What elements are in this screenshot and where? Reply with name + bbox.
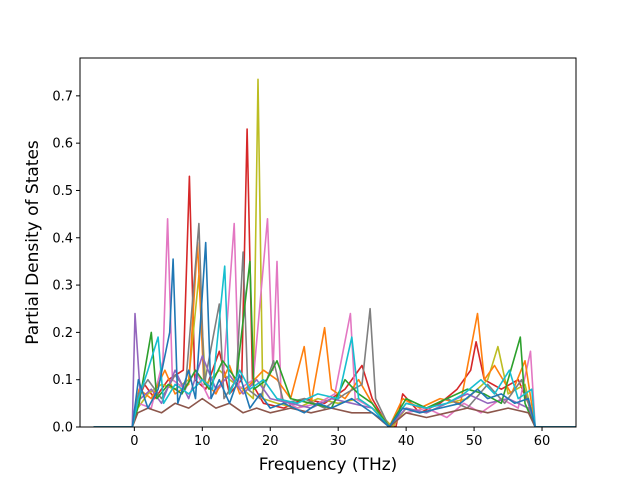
- x-tick-label: 60: [534, 434, 551, 449]
- series-layer: [93, 78, 576, 427]
- y-tick-label: 0.3: [52, 279, 73, 294]
- y-tick-label: 0.0: [52, 421, 73, 436]
- series-line-8: [93, 265, 576, 427]
- x-tick-label: 50: [466, 434, 483, 449]
- series-line-9: [93, 241, 576, 427]
- x-tick-label: 30: [330, 434, 347, 449]
- y-tick-label: 0.6: [52, 137, 73, 152]
- x-tick-label: 20: [262, 434, 279, 449]
- x-axis-label: Frequency (THz): [259, 455, 398, 475]
- y-ticks: 0.0 0.1 0.2 0.3 0.4 0.5 0.6 0.7: [52, 89, 80, 436]
- x-tick-label: 10: [194, 434, 211, 449]
- y-tick-label: 0.5: [52, 184, 73, 199]
- x-tick-label: 0: [130, 434, 138, 449]
- plot-frame: [79, 57, 577, 428]
- y-axis-label: Partial Density of States: [23, 140, 43, 345]
- y-tick-label: 0.7: [52, 89, 73, 104]
- y-tick-label: 0.4: [52, 231, 73, 246]
- x-ticks: 0 10 20 30 40 50 60: [130, 427, 550, 449]
- y-tick-label: 0.1: [52, 373, 73, 388]
- series-line-5: [93, 312, 576, 427]
- y-tick-label: 0.2: [52, 326, 73, 341]
- x-tick-label: 40: [398, 434, 415, 449]
